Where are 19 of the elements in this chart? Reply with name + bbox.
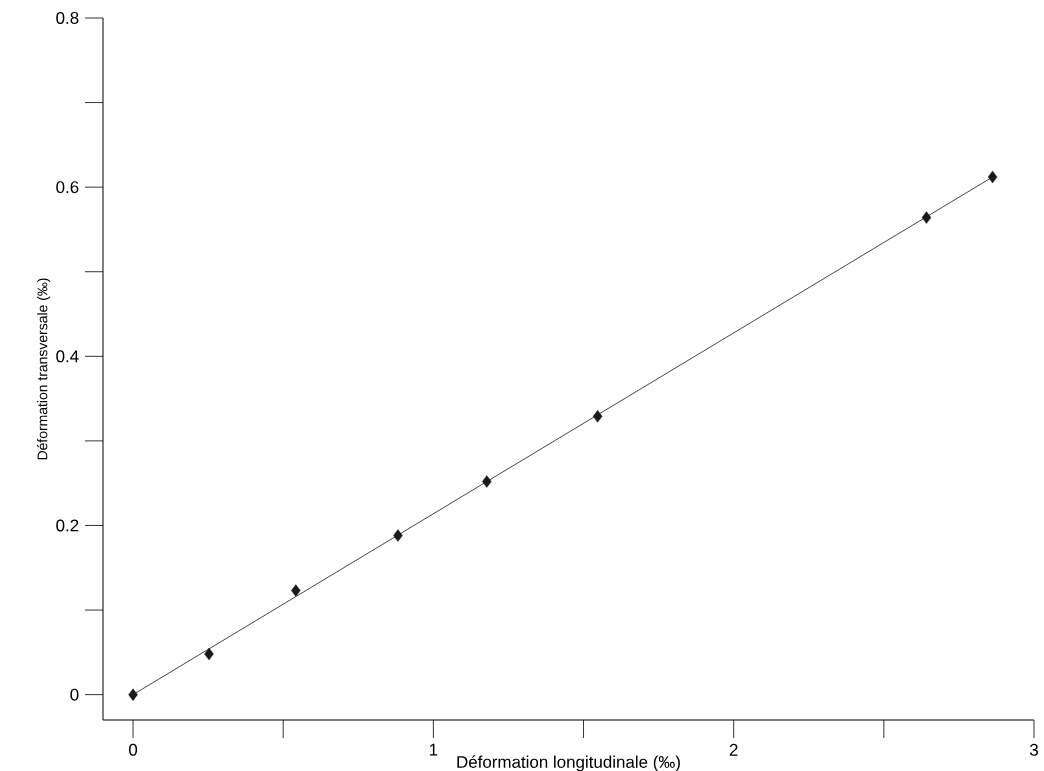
y-axis-title: Déformation transversale (‰) bbox=[36, 278, 51, 460]
x-tick-label: 0 bbox=[128, 743, 138, 756]
y-tick-label: 0.8 bbox=[56, 11, 79, 24]
x-axis-title: Déformation longitudinale (‰) bbox=[457, 755, 680, 771]
point bbox=[204, 647, 214, 661]
point bbox=[128, 688, 138, 701]
y-tick-label: 0.2 bbox=[56, 519, 79, 532]
x-tick-label: 1 bbox=[429, 743, 438, 756]
point bbox=[592, 410, 603, 423]
point bbox=[291, 584, 301, 597]
y-tick-label: 0 bbox=[70, 688, 79, 701]
point bbox=[393, 529, 403, 542]
x-tick-label: 3 bbox=[1029, 743, 1038, 756]
y-tick-label: 0.6 bbox=[56, 181, 79, 194]
y-tick-label: 0.4 bbox=[56, 350, 79, 363]
x-tick-label: 2 bbox=[729, 743, 738, 756]
point bbox=[987, 170, 998, 184]
point bbox=[482, 475, 492, 488]
point bbox=[921, 211, 932, 224]
